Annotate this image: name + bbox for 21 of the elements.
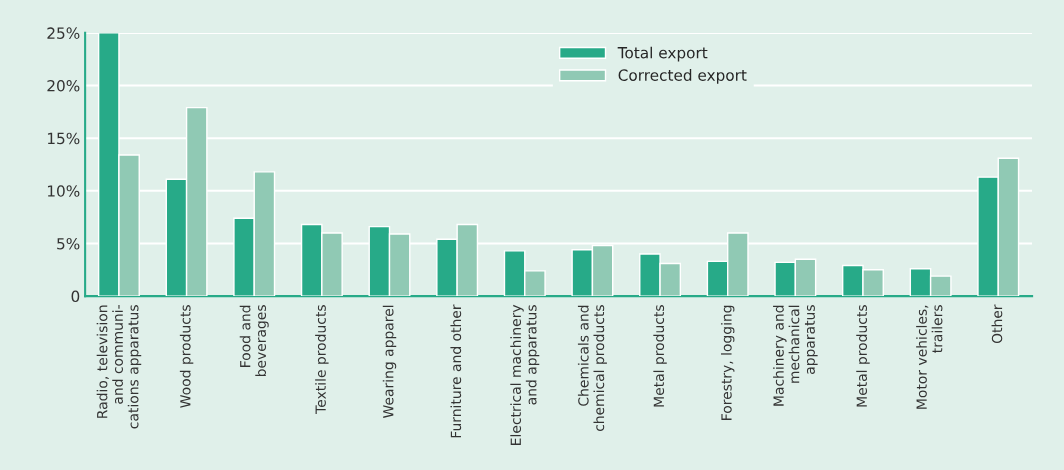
y-tick-label: 25% [47, 27, 80, 39]
x-tick-label: Textile products [315, 305, 329, 414]
x-tick-label: Electrical machinery and apparatus [510, 304, 540, 445]
x-tick-label: Radio, television and communi- cations apparatus [96, 305, 142, 429]
x-tick-label: Forestry, logging [720, 305, 735, 420]
y-tick-label: 20% [47, 80, 80, 92]
x-tick-label: Metal products [653, 305, 667, 407]
y-tick-label: 0 [71, 290, 80, 303]
legend-label: Corrected export [618, 69, 747, 84]
x-tick-label: Machinery and mechanical apparatus [773, 305, 818, 406]
y-tick-label: 5% [57, 237, 80, 250]
y-tick-label: 15% [47, 132, 80, 145]
x-tick-label: Furniture and other [450, 304, 462, 438]
x-tick-label: Wood products [179, 305, 194, 408]
x-tick-label: Motor vehicles, trailers [916, 305, 943, 409]
y-tick-label: 10% [47, 185, 80, 197]
x-tick-label: Other [991, 304, 1003, 344]
legend-label: Total export [617, 46, 708, 62]
x-tick-label: Metal products [856, 305, 870, 407]
x-tick-label: Wearing apparel [382, 305, 397, 419]
x-tick-label: Food and beverages [239, 305, 269, 377]
